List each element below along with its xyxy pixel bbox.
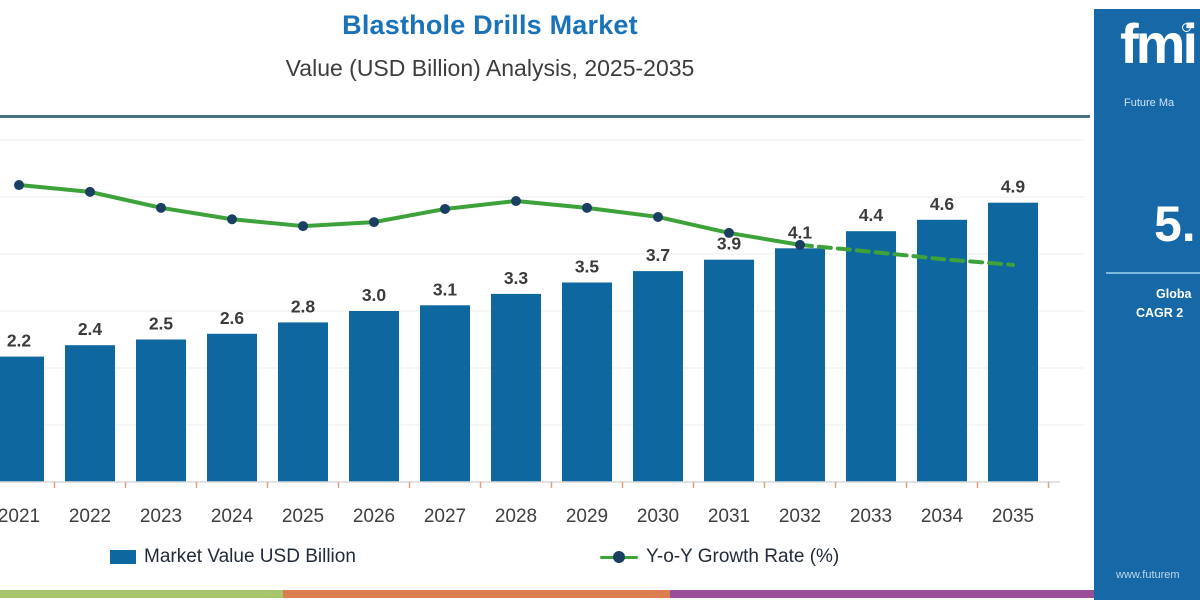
legend-item-market-value: Market Value USD Billion (110, 546, 356, 568)
svg-text:3.5: 3.5 (575, 257, 600, 277)
chart-header: Blasthole Drills Market Value (USD Billi… (0, 10, 980, 82)
svg-text:2028: 2028 (495, 506, 537, 527)
svg-text:2031: 2031 (708, 506, 750, 527)
line-marker-icon (600, 550, 638, 564)
cagr-stat-value: 5. (1154, 196, 1196, 252)
svg-text:2023: 2023 (140, 506, 182, 527)
trademark-ring-icon (1182, 23, 1191, 32)
svg-text:2035: 2035 (992, 506, 1034, 527)
stat-caption-line2: CAGR 2 (1136, 306, 1184, 320)
svg-text:2025: 2025 (282, 506, 324, 527)
stat-divider (1106, 272, 1200, 274)
svg-text:2.4: 2.4 (78, 319, 103, 339)
brand-sidebar: fmi Future Ma 5. Globa CAGR 2 www.future… (1094, 9, 1200, 600)
chart-area: 2.2 2.4 2.5 2.6 2.8 3.0 3.1 3.3 3.5 3.7 3.9 4.1 4.4 4… (0, 117, 1084, 585)
svg-text:3.1: 3.1 (433, 279, 458, 299)
fmi-tagline: Future Ma (1124, 97, 1175, 109)
chart-title: Blasthole Drills Market (342, 10, 638, 40)
svg-text:3.0: 3.0 (362, 285, 387, 305)
svg-text:2.8: 2.8 (291, 296, 316, 316)
chart-subtitle: Value (USD Billion) Analysis, 2025-2035 (285, 55, 695, 81)
svg-text:2030: 2030 (637, 506, 679, 527)
svg-text:4.4: 4.4 (859, 205, 884, 225)
svg-text:2029: 2029 (566, 506, 608, 527)
svg-text:2.6: 2.6 (220, 308, 245, 328)
fmi-logo: fmi (1120, 12, 1198, 75)
svg-text:3.3: 3.3 (504, 268, 529, 288)
bar-swatch-icon (110, 550, 136, 564)
svg-text:4.6: 4.6 (930, 194, 955, 214)
footer-strip-purple (670, 590, 1200, 598)
svg-text:3.9: 3.9 (717, 234, 742, 254)
stat-caption: Globa CAGR 2 (1094, 285, 1200, 323)
svg-text:4.1: 4.1 (788, 222, 813, 242)
svg-text:2024: 2024 (211, 506, 254, 527)
svg-text:2021: 2021 (0, 506, 40, 527)
svg-text:2033: 2033 (850, 506, 892, 527)
chart-legend: Market Value USD Billion Y-o-Y Growth Ra… (0, 546, 1084, 572)
footer-strip-orange (283, 590, 670, 598)
svg-text:3.7: 3.7 (646, 245, 670, 265)
svg-text:2027: 2027 (424, 506, 466, 527)
svg-text:2032: 2032 (779, 506, 821, 527)
chart-svg: 2.2 2.4 2.5 2.6 2.8 3.0 3.1 3.3 3.5 3.7 3.9 4.1 4.4 4… (0, 139, 1084, 527)
legend-bar-label: Market Value USD Billion (144, 546, 356, 567)
stat-caption-line1: Globa (1156, 287, 1192, 301)
svg-text:2022: 2022 (69, 506, 111, 527)
footer-strip-green (0, 590, 283, 598)
legend-line-label: Y-o-Y Growth Rate (%) (646, 546, 840, 567)
svg-text:2034: 2034 (921, 506, 964, 527)
header-divider-rule (0, 115, 1090, 118)
website-url: www.futurem (1116, 569, 1180, 581)
svg-text:2.2: 2.2 (7, 331, 32, 351)
svg-text:2.5: 2.5 (149, 314, 174, 334)
svg-text:4.9: 4.9 (1001, 177, 1026, 197)
svg-text:2026: 2026 (353, 506, 395, 527)
legend-item-growth-rate: Y-o-Y Growth Rate (%) (600, 546, 839, 568)
